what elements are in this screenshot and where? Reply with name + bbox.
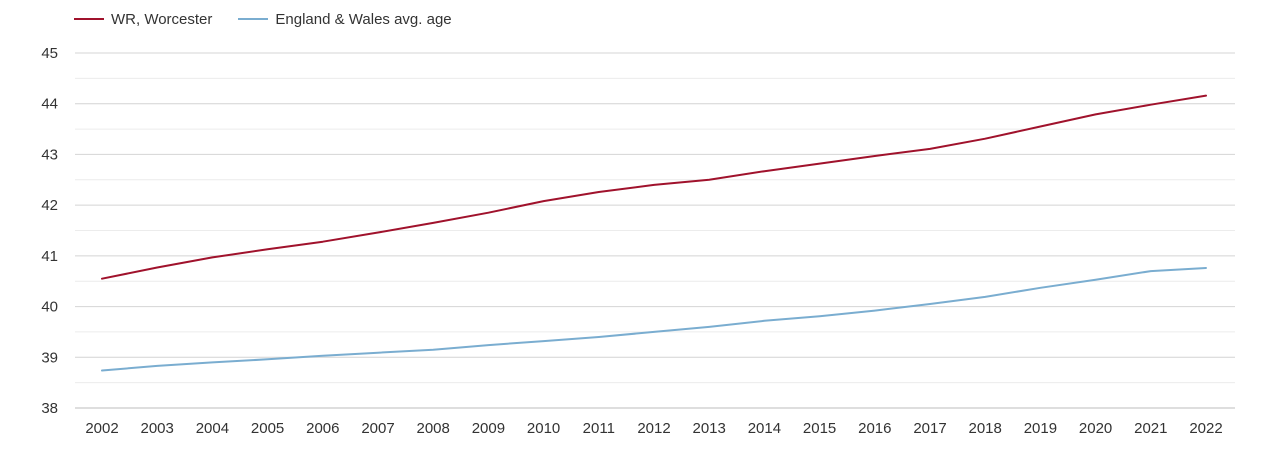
x-tick-label: 2020	[1079, 420, 1112, 437]
y-tick-label: 38	[41, 400, 58, 417]
x-tick-label: 2018	[969, 420, 1002, 437]
y-tick-label: 40	[41, 299, 58, 316]
y-tick-label: 44	[41, 96, 58, 113]
y-tick-label: 43	[41, 146, 58, 163]
x-tick-label: 2016	[858, 420, 891, 437]
legend-swatch-england-wales	[238, 18, 269, 20]
series-line-england-wales	[101, 267, 1207, 372]
x-tick-label: 2012	[637, 420, 670, 437]
x-tick-label: 2010	[527, 420, 560, 437]
legend-item-worcester[interactable]: WR, Worcester	[74, 11, 212, 28]
x-tick-label: 2019	[1024, 420, 1057, 437]
y-tick-label: 39	[41, 349, 58, 366]
x-tick-label: 2007	[361, 420, 394, 437]
chart-legend: WR, Worcester England & Wales avg. age	[74, 9, 478, 29]
x-tick-label: 2022	[1189, 420, 1222, 437]
gridlines	[75, 52, 1235, 409]
x-tick-label: 2005	[251, 420, 284, 437]
x-tick-label: 2008	[417, 420, 450, 437]
y-tick-label: 42	[41, 197, 58, 214]
x-tick-label: 2003	[141, 420, 174, 437]
x-tick-label: 2021	[1134, 420, 1167, 437]
x-tick-label: 2011	[583, 420, 615, 437]
x-tick-label: 2013	[693, 420, 726, 437]
legend-item-england-wales[interactable]: England & Wales avg. age	[238, 10, 452, 28]
x-tick-label: 2006	[306, 420, 339, 437]
x-tick-label: 2002	[85, 420, 118, 437]
y-tick-label: 45	[41, 45, 58, 62]
y-tick-label: 41	[41, 248, 58, 265]
x-tick-label: 2014	[748, 420, 781, 437]
series-line-worcester	[101, 94, 1207, 280]
x-tick-label: 2015	[803, 420, 836, 437]
legend-label-england-wales: England & Wales avg. age	[275, 10, 452, 28]
x-tick-label: 2017	[913, 420, 946, 437]
legend-label-worcester: WR, Worcester	[111, 10, 213, 28]
x-tick-label: 2004	[196, 420, 229, 437]
x-tick-label: 2009	[472, 420, 505, 437]
legend-swatch-worcester	[74, 18, 104, 20]
